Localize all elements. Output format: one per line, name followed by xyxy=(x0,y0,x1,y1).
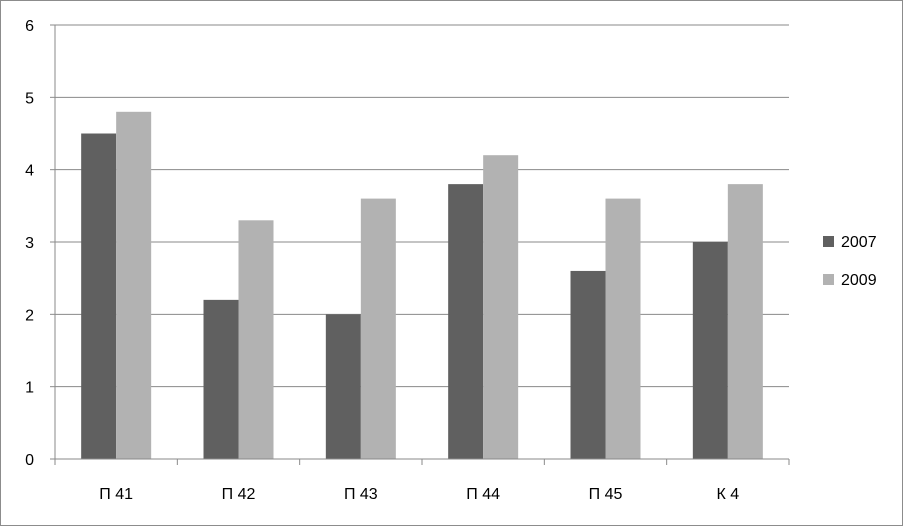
bar-2009-1 xyxy=(238,220,274,459)
legend: 2007 2009 xyxy=(823,234,877,289)
x-tick-label: П 43 xyxy=(344,486,378,503)
bar-2007-1 xyxy=(203,299,239,459)
bar-2009-5 xyxy=(727,184,763,459)
y-tick-label: 0 xyxy=(25,452,34,469)
legend-label-2007: 2007 xyxy=(841,234,877,251)
y-tick-label: 2 xyxy=(25,307,34,324)
y-tick-label: 3 xyxy=(25,235,34,252)
bar-2007-2 xyxy=(325,314,361,459)
x-tick-label: К 4 xyxy=(716,486,739,503)
bar-2009-3 xyxy=(483,155,519,459)
gridlines xyxy=(55,24,789,388)
bar-2007-4 xyxy=(570,270,606,459)
x-tick-label: П 41 xyxy=(99,486,133,503)
x-tick-label: П 42 xyxy=(222,486,256,503)
y-tick-label: 4 xyxy=(25,163,34,180)
y-tick-label: 1 xyxy=(25,380,34,397)
x-tick-label: П 45 xyxy=(589,486,623,503)
bar-2009-2 xyxy=(360,198,396,459)
legend-label-2009: 2009 xyxy=(841,272,877,289)
bar-2007-5 xyxy=(692,242,728,459)
legend-swatch-2009 xyxy=(823,274,834,285)
legend-swatch-2007 xyxy=(823,236,834,247)
bar-2007-0 xyxy=(81,133,117,459)
bar-2009-4 xyxy=(605,198,641,459)
x-tick-label: П 44 xyxy=(466,486,500,503)
y-tick-label: 5 xyxy=(25,90,34,107)
bars xyxy=(81,111,763,460)
y-axis-ticks: 0 1 2 3 4 5 6 xyxy=(25,18,55,469)
bar-2007-3 xyxy=(448,184,484,459)
x-axis-ticks: П 41 П 42 П 43 П 44 П 45 К 4 xyxy=(54,459,790,503)
y-tick-label: 6 xyxy=(25,18,34,35)
bar-2009-0 xyxy=(116,111,152,460)
